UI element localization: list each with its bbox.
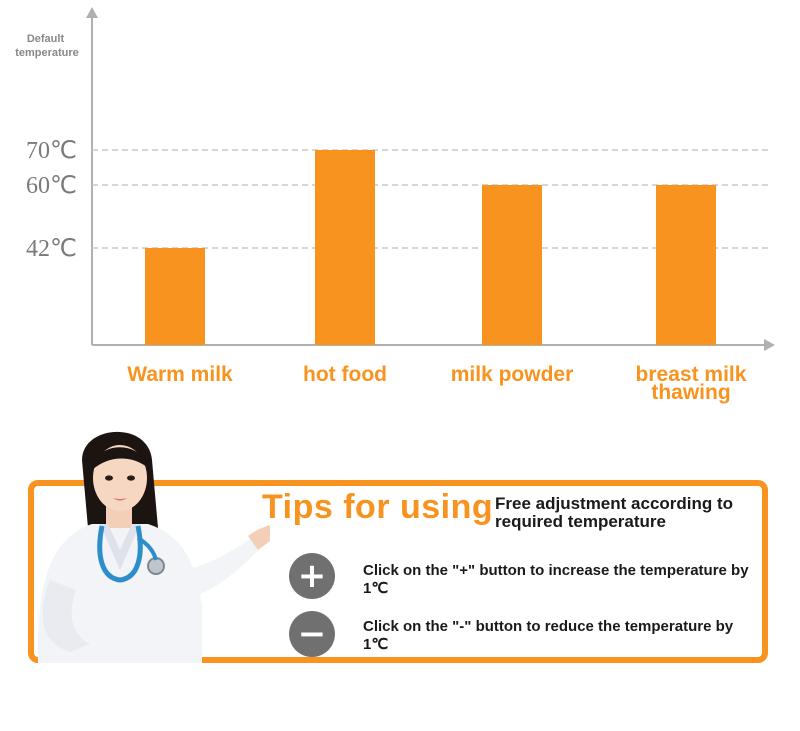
y-tick-label: 60℃ [26, 173, 77, 199]
category-label: breast milk thawing [636, 363, 747, 404]
tips-title: Tips for using [262, 488, 494, 526]
tip-decrease-text: Click on the "-" button to reduce the te… [363, 618, 734, 653]
minus-icon: − [289, 611, 335, 657]
category-label: Warm milk [127, 363, 233, 386]
x-axis-arrow-icon [764, 339, 775, 351]
category-label: milk powder [451, 363, 574, 386]
y-tick-label: 42℃ [26, 236, 77, 262]
plus-icon: + [289, 553, 335, 599]
doctor-illustration [30, 420, 270, 663]
bar-warm-milk [145, 248, 205, 345]
tips-subtitle: Free adjustment according to required te… [495, 494, 734, 531]
bar-hot-food [315, 150, 375, 345]
bar-chart: Default temperature 42℃ 60℃ 70℃ Warm milk h… [15, 7, 775, 404]
bar-milk-powder [482, 185, 542, 345]
category-label: hot food [303, 363, 387, 386]
bar-breast-milk-thawing [656, 185, 716, 345]
y-axis-arrow-icon [86, 7, 98, 18]
y-tick-label: 70℃ [26, 138, 77, 164]
tip-increase-text: Click on the "+" button to increase the … [363, 562, 749, 597]
y-axis-label: Default temperature [15, 33, 79, 59]
